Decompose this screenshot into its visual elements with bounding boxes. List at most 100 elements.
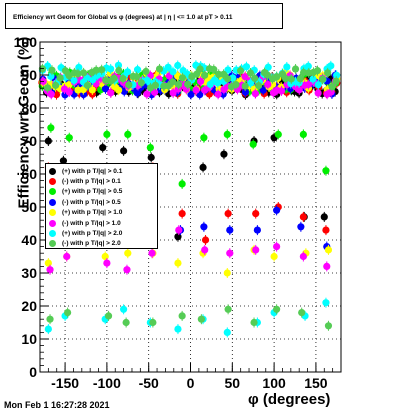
data-point <box>164 63 172 71</box>
y-tick-label: 80 <box>21 100 37 116</box>
timestamp: Mon Feb 1 16:27:28 2021 <box>4 400 110 410</box>
data-point <box>223 328 231 336</box>
data-point <box>274 130 282 138</box>
data-point <box>314 81 322 89</box>
data-point <box>197 315 205 323</box>
y-tick-label: 10 <box>21 331 37 347</box>
data-point <box>224 75 232 83</box>
data-point <box>151 81 160 89</box>
x-tick-label: 100 <box>262 375 286 391</box>
data-point <box>270 252 278 261</box>
data-point <box>282 75 290 83</box>
title-box: Efficiency wrt Geom for Global vs φ (deg… <box>5 3 283 29</box>
data-point <box>322 226 330 234</box>
data-point <box>122 318 130 327</box>
data-point <box>323 262 331 270</box>
data-point <box>124 130 132 138</box>
data-point <box>110 74 118 82</box>
data-point <box>259 86 267 94</box>
data-point <box>56 74 64 82</box>
data-point <box>103 259 111 267</box>
data-point <box>299 130 307 138</box>
data-point <box>83 81 92 90</box>
y-tick-label: 30 <box>21 265 37 281</box>
legend-label: (-) with p T/|q| > 0.5 <box>62 198 121 206</box>
legend-entry: (+) with p T/|q| > 1.0 <box>49 208 157 218</box>
data-point <box>214 79 222 87</box>
data-point <box>299 68 308 77</box>
data-point <box>273 73 281 81</box>
y-axis-label: Efficiency wrt Geom (%) <box>15 36 33 209</box>
data-point <box>174 80 183 89</box>
data-point <box>200 134 208 142</box>
data-point <box>313 67 322 75</box>
data-point <box>324 246 333 254</box>
data-point <box>59 157 68 165</box>
data-point <box>174 325 182 333</box>
data-point <box>89 76 97 84</box>
data-point <box>52 81 60 89</box>
data-point <box>149 318 157 327</box>
data-point <box>75 63 83 72</box>
data-point <box>210 65 218 74</box>
data-point <box>83 74 91 82</box>
data-point <box>309 75 317 83</box>
data-point <box>125 81 133 89</box>
data-point <box>115 66 123 75</box>
data-point <box>174 61 182 70</box>
data-point <box>252 210 260 218</box>
data-point <box>220 150 228 158</box>
data-point <box>328 82 336 91</box>
data-point <box>314 89 322 97</box>
x-tick-label: -50 <box>139 375 159 391</box>
data-point <box>120 305 128 313</box>
data-point <box>214 90 222 98</box>
legend-entry: (-) with p T/|q| > 0.1 <box>49 176 157 186</box>
data-point <box>48 66 56 74</box>
data-point <box>251 74 259 82</box>
data-points <box>38 60 341 338</box>
data-point <box>107 65 115 73</box>
data-point <box>324 322 333 330</box>
data-point <box>74 86 82 94</box>
data-point <box>250 318 258 327</box>
data-point <box>253 226 261 234</box>
data-point <box>103 130 111 138</box>
data-point <box>273 243 281 251</box>
data-point <box>242 63 251 71</box>
data-point <box>80 69 88 77</box>
data-point <box>169 78 177 86</box>
data-point <box>46 266 54 274</box>
data-point <box>197 77 205 86</box>
data-point <box>201 236 210 244</box>
axis-ticks: -150 -100 -50 0 50 100 150 0 10 20 30 40 50 60 70 80 90 1… <box>14 34 342 391</box>
legend-entry: (-) with p T/|q| > 0.5 <box>49 197 157 207</box>
data-point <box>298 309 306 317</box>
data-point <box>104 312 113 320</box>
legend-entry: (+) with p T/|q| > 2.0 <box>49 228 157 238</box>
legend-entry: (+) with p T/|q| > 0.5 <box>49 187 157 197</box>
legend-marker <box>49 167 56 175</box>
data-point <box>232 80 240 89</box>
data-point <box>98 66 106 74</box>
data-point <box>169 89 177 97</box>
data-point <box>223 130 231 138</box>
data-point <box>226 249 234 257</box>
legend-label: (-) with p T/|q| > 1.0 <box>62 219 121 227</box>
data-point <box>44 325 52 333</box>
data-point <box>249 140 257 148</box>
y-tick-label: 100 <box>14 34 38 50</box>
x-tick-label: 50 <box>225 375 241 391</box>
data-point <box>295 86 303 94</box>
data-point <box>114 61 123 69</box>
data-point <box>65 88 73 96</box>
x-tick-label: 0 <box>187 375 195 391</box>
data-point <box>200 71 209 79</box>
data-point <box>184 80 192 88</box>
data-point <box>201 246 209 254</box>
y-tick-label: 70 <box>21 133 37 149</box>
data-point <box>74 70 82 78</box>
data-point <box>123 266 131 274</box>
data-point <box>88 86 96 94</box>
data-point <box>119 75 127 83</box>
